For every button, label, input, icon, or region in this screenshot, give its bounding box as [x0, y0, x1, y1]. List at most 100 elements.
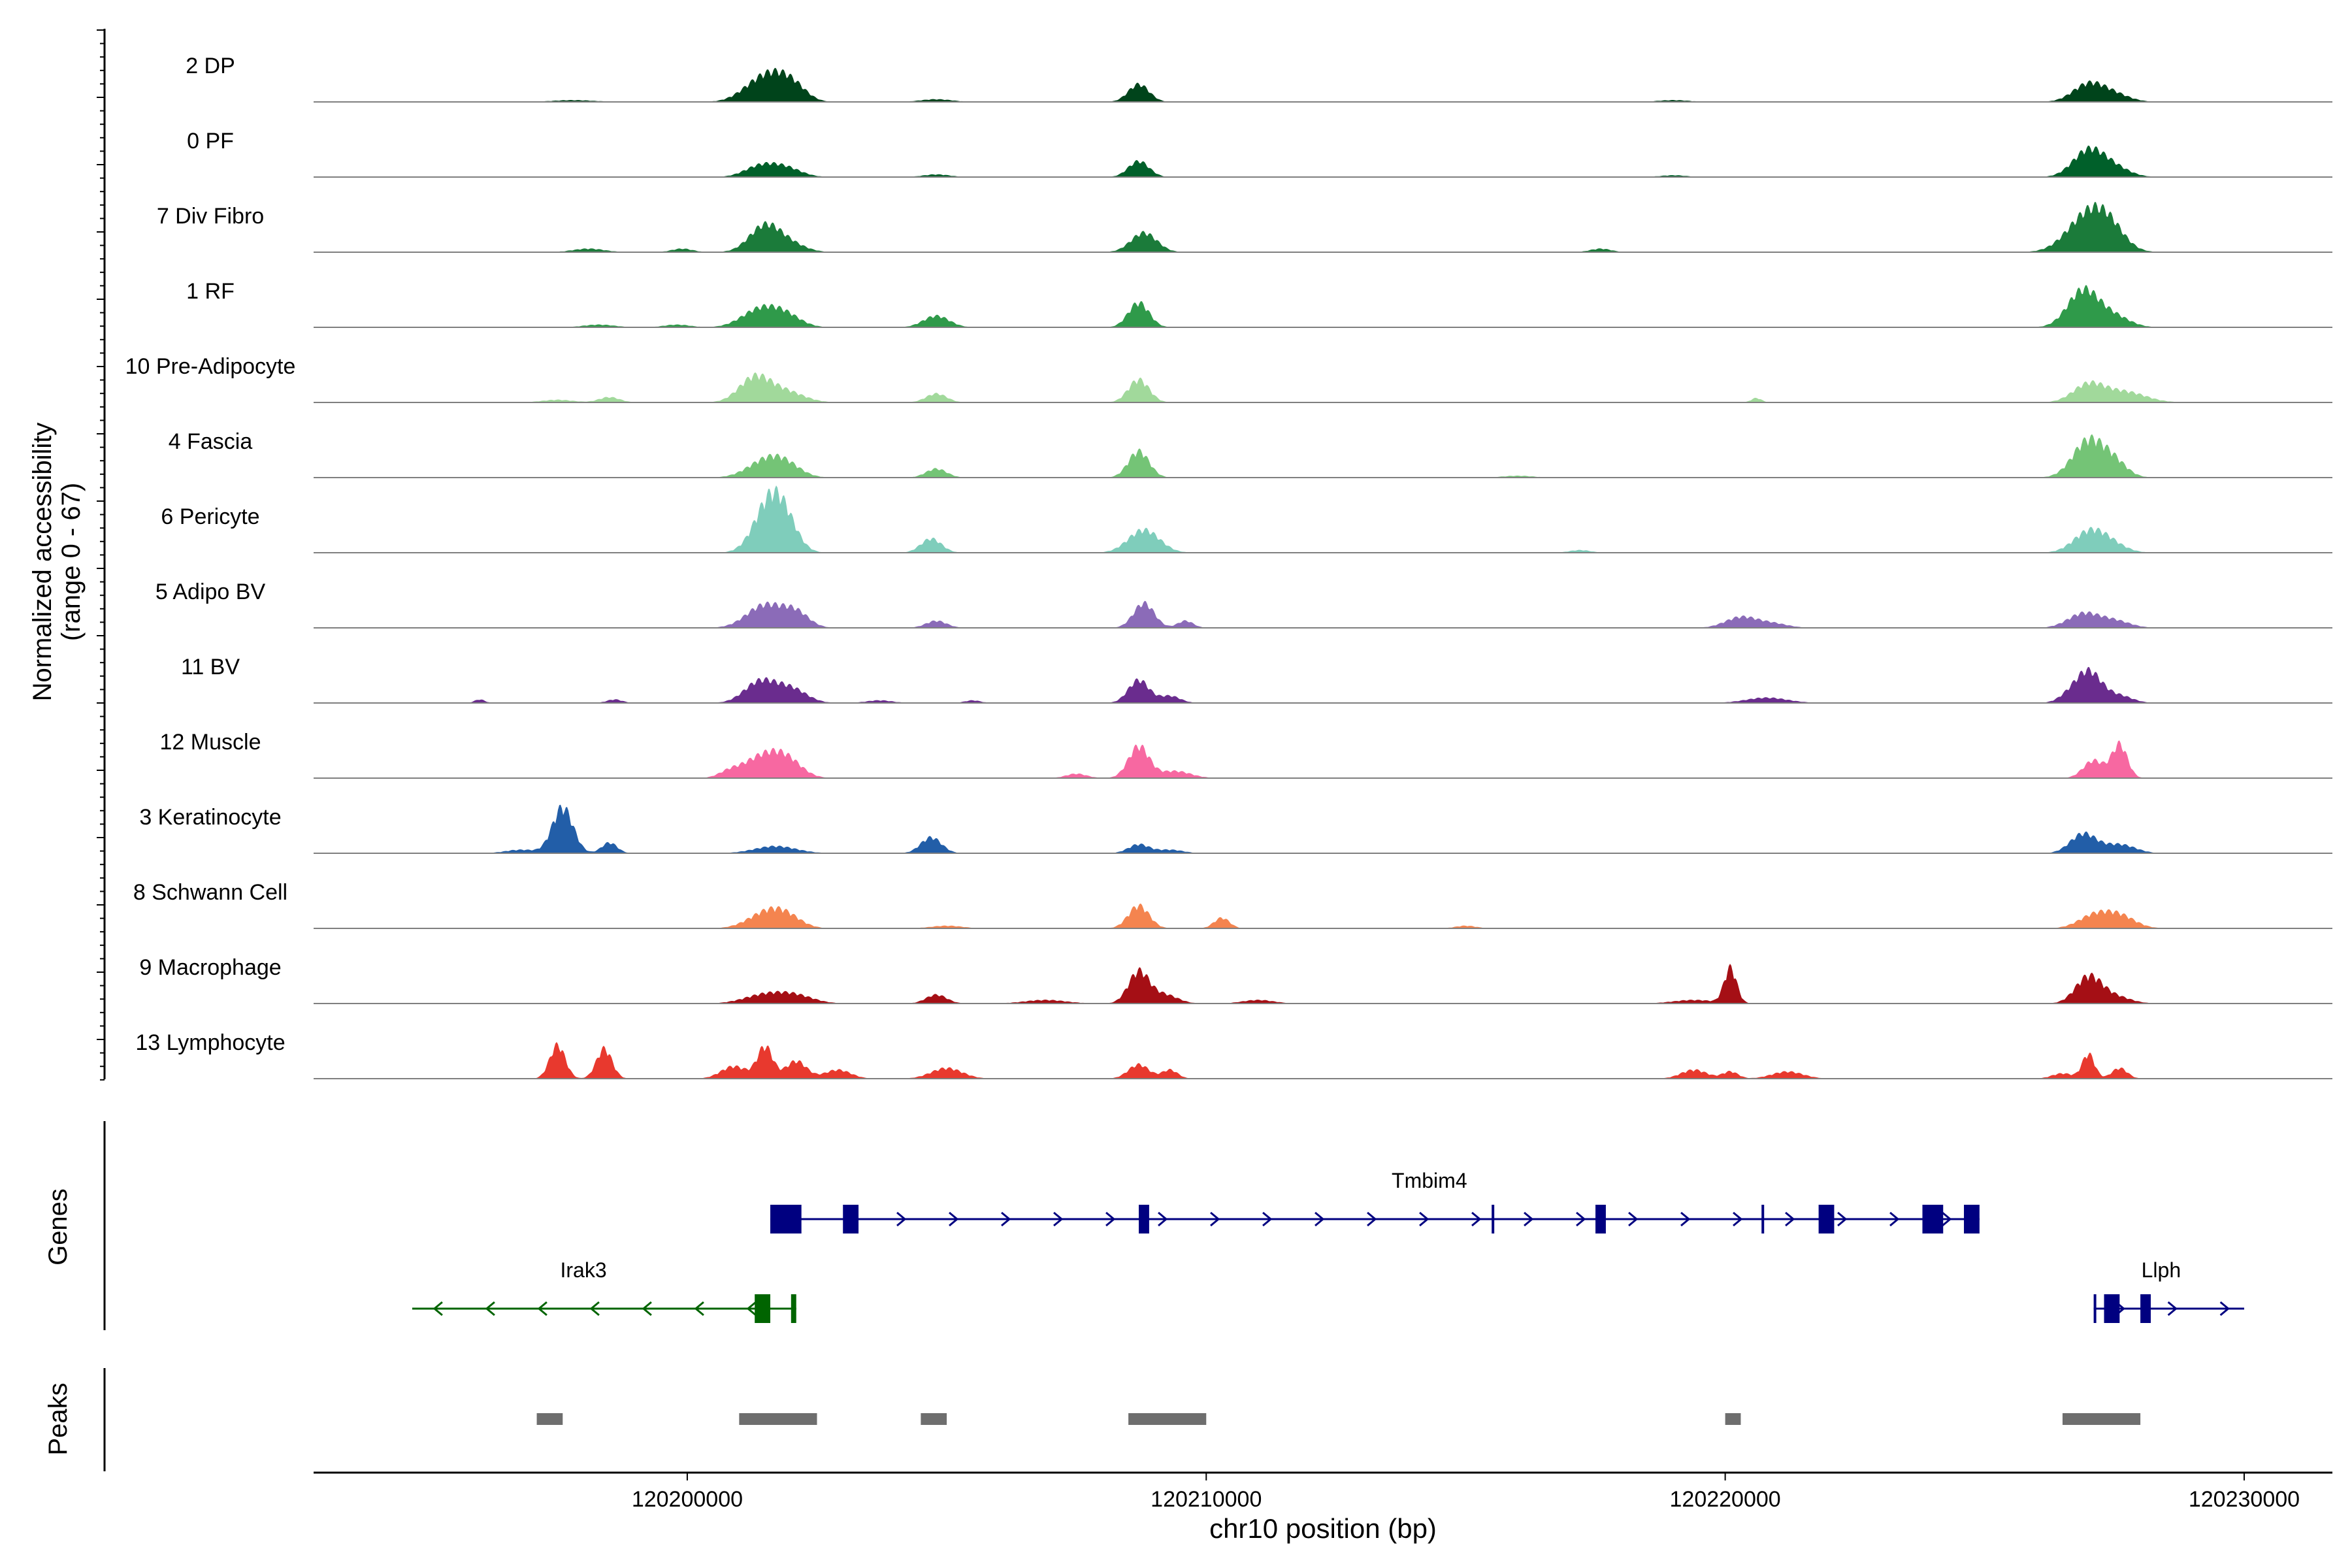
- y-axis-label-line2: (range 0 - 67): [57, 483, 86, 641]
- strand-arrow: [537, 1301, 547, 1316]
- peaks-panel-label: Peaks: [44, 1382, 73, 1455]
- strand-arrow: [1680, 1211, 1691, 1227]
- coverage-area: [314, 285, 2332, 327]
- exon: [1139, 1205, 1149, 1233]
- exon: [1761, 1205, 1765, 1233]
- track-label: 10 Pre-Adipocyte: [125, 354, 296, 379]
- track-label: 4 Fascia: [169, 429, 253, 454]
- gene-llph: Llph: [2093, 1258, 2244, 1323]
- track-label: 2 DP: [186, 54, 235, 78]
- peak-region: [1128, 1413, 1207, 1425]
- strand-arrow: [746, 1301, 757, 1316]
- strand-arrow: [642, 1301, 652, 1316]
- track-13: 13 Lymphocyte: [135, 1030, 2332, 1079]
- peak-region-track: [536, 1413, 2141, 1425]
- strand-arrow: [2219, 1301, 2230, 1316]
- strand-arrow: [433, 1301, 443, 1316]
- x-tick-label: 120220000: [1670, 1487, 1781, 1512]
- track-0: 2 DP: [186, 54, 2332, 103]
- track-label: 3 Keratinocyte: [139, 805, 281, 830]
- strand-arrow: [1733, 1211, 1743, 1227]
- x-tick-label: 120200000: [632, 1487, 743, 1512]
- coverage-area: [314, 67, 2332, 102]
- coverage-area: [314, 600, 2332, 628]
- track-8: 11 BV: [181, 655, 2332, 704]
- track-label: 5 Adipo BV: [155, 580, 266, 604]
- gene-label: Irak3: [560, 1258, 606, 1282]
- gene-tmbim4: Tmbim4: [770, 1169, 1980, 1233]
- track-2: 7 Div Fibro: [157, 202, 2332, 253]
- coverage-area: [314, 145, 2332, 177]
- exon: [1922, 1205, 1944, 1233]
- exon: [2093, 1294, 2097, 1323]
- gene-annotation-track: Tmbim4 Irak3 Llph: [412, 1169, 2244, 1323]
- exon: [843, 1205, 859, 1233]
- x-axis-ticks: 120200000 120210000 120220000 120230000: [632, 1473, 2300, 1512]
- track-label: 13 Lymphocyte: [135, 1030, 285, 1055]
- track-label: 8 Schwann Cell: [133, 880, 287, 905]
- track-label: 12 Muscle: [160, 730, 261, 755]
- coverage-area: [314, 804, 2332, 853]
- strand-arrow: [1419, 1211, 1429, 1227]
- track-label: 0 PF: [187, 129, 234, 154]
- exon: [1595, 1205, 1606, 1233]
- strand-arrow: [896, 1211, 907, 1227]
- track-label: 6 Pericyte: [161, 504, 259, 529]
- exon: [2140, 1294, 2151, 1323]
- track-5: 4 Fascia: [169, 429, 2332, 478]
- peak-region: [536, 1413, 563, 1425]
- gene-label: Llph: [2142, 1258, 2181, 1282]
- exon: [1964, 1205, 1980, 1233]
- strand-arrow: [694, 1301, 704, 1316]
- peak-region: [921, 1413, 947, 1425]
- strand-arrow: [1105, 1211, 1116, 1227]
- track-9: 12 Muscle: [160, 730, 2332, 779]
- track-1: 0 PF: [187, 129, 2332, 178]
- strand-arrow: [1785, 1211, 1795, 1227]
- track-12: 9 Macrophage: [139, 955, 2332, 1004]
- strand-arrow: [1471, 1211, 1482, 1227]
- exon: [755, 1294, 771, 1323]
- strand-arrow: [1262, 1211, 1273, 1227]
- exon: [770, 1205, 802, 1233]
- track-label: 1 RF: [186, 279, 235, 304]
- track-label: 7 Div Fibro: [157, 204, 264, 229]
- x-tick-label: 120210000: [1151, 1487, 1262, 1512]
- coverage-area: [314, 485, 2332, 553]
- strand-arrow: [1942, 1211, 1952, 1227]
- strand-arrow: [1210, 1211, 1220, 1227]
- strand-arrow: [1367, 1211, 1377, 1227]
- genes-panel-label: Genes: [44, 1188, 73, 1266]
- strand-arrow: [2167, 1301, 2178, 1316]
- coverage-y-ticks: [97, 29, 105, 1081]
- strand-arrow: [1001, 1211, 1011, 1227]
- track-label: 9 Macrophage: [139, 955, 281, 980]
- track-11: 8 Schwann Cell: [133, 880, 2332, 929]
- strand-arrow: [1576, 1211, 1586, 1227]
- track-7: 5 Adipo BV: [155, 580, 2332, 629]
- strand-arrow: [1053, 1211, 1064, 1227]
- exon: [1492, 1205, 1495, 1233]
- strand-arrow: [589, 1301, 600, 1316]
- track-4: 10 Pre-Adipocyte: [125, 354, 2332, 403]
- peak-region: [739, 1413, 817, 1425]
- coverage-area: [314, 372, 2332, 402]
- strand-arrow: [949, 1211, 959, 1227]
- exon: [2104, 1294, 2120, 1323]
- track-3: 1 RF: [186, 279, 2332, 328]
- coverage-area: [314, 964, 2332, 1004]
- strand-arrow: [1315, 1211, 1325, 1227]
- strand-arrow: [1889, 1211, 1900, 1227]
- strand-arrow: [1158, 1211, 1168, 1227]
- track-6: 6 Pericyte: [161, 485, 2332, 553]
- coverage-area: [314, 740, 2332, 778]
- gene-irak3: Irak3: [412, 1258, 796, 1323]
- strand-arrow: [1837, 1211, 1848, 1227]
- strand-arrow: [1524, 1211, 1534, 1227]
- coverage-area: [314, 903, 2332, 928]
- track-10: 3 Keratinocyte: [139, 804, 2332, 854]
- coverage-area: [314, 666, 2332, 703]
- exon: [1818, 1205, 1835, 1233]
- x-axis-label: chr10 position (bp): [1209, 1513, 1437, 1544]
